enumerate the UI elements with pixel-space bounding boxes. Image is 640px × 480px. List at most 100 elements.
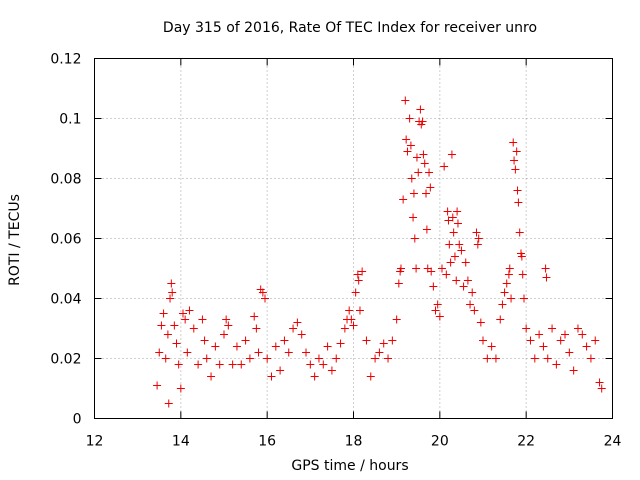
data-point [586,354,595,363]
data-point [276,366,285,375]
x-tick-label: 22 [517,434,535,450]
data-point [541,264,550,273]
data-point [327,366,336,375]
data-point [530,354,539,363]
data-point [466,300,475,309]
data-point [323,342,332,351]
axis-ticks [94,58,613,419]
data-point [522,324,531,333]
data-point [355,306,364,315]
data-point [310,372,319,381]
data-point [448,213,457,222]
y-axis-label: ROTI / TECUs [7,194,23,286]
data-point [402,135,411,144]
data-point [453,207,462,216]
data-point [388,336,397,345]
chart-title: Day 315 of 2016, Rate Of TEC Index for r… [163,20,537,36]
data-point [245,354,254,363]
data-point [491,354,500,363]
data-point [409,213,418,222]
data-point [429,282,438,291]
data-point [573,324,582,333]
data-point [200,336,209,345]
data-point [302,348,311,357]
data-point [220,330,228,339]
data-point [565,348,574,357]
data-point [224,321,233,330]
data-point [504,270,513,279]
data-point [202,354,211,363]
data-point [447,150,456,159]
data-point [354,276,363,285]
data-point [569,366,578,375]
data-point [293,318,302,327]
data-point [422,189,431,198]
data-point [412,153,421,162]
data-point [347,315,356,324]
data-point [340,324,349,333]
data-point [476,318,485,327]
data-point [164,399,173,408]
data-point [597,384,606,393]
x-tick-label: 12 [86,434,104,450]
data-point [410,234,419,243]
data-point [261,294,270,303]
data-point [425,168,434,177]
data-point [401,96,410,105]
data-point [284,348,293,357]
data-point [515,228,524,237]
data-point [263,354,272,363]
data-point [207,372,216,381]
data-point [289,324,298,333]
data-point [496,315,505,324]
data-point [392,315,401,324]
data-point [512,147,521,156]
data-point [509,138,518,147]
data-point [407,174,416,183]
data-point [232,342,241,351]
data-point [543,354,552,363]
data-point [396,264,405,273]
data-point [474,234,483,243]
grid-layer [94,58,613,419]
data-point [394,279,403,288]
data-point [556,336,565,345]
data-point [211,342,220,351]
data-point [353,270,362,279]
data-point [412,264,421,273]
data-point [280,336,289,345]
data-point [539,342,548,351]
data-point [463,276,472,285]
data-point [379,339,388,348]
data-point [427,267,436,276]
data-point [561,330,570,339]
data-point [445,240,454,249]
data-point [362,336,371,345]
x-tick-label: 24 [604,434,622,450]
data-point [431,306,440,315]
data-point [215,360,224,369]
data-point [498,300,507,309]
data-point [440,162,449,171]
data-point [409,189,418,198]
data-point [222,315,231,324]
data-point [155,348,164,357]
data-point [520,294,529,303]
data-point [426,183,435,192]
y-tick-label: 0.08 [50,172,81,188]
data-point [419,150,428,159]
data-point [252,324,261,333]
y-tick-label: 0.1 [59,112,81,128]
y-tick-label: 0 [73,412,82,428]
data-point [487,342,496,351]
data-point [168,288,177,297]
data-point [198,315,207,324]
data-point [518,270,527,279]
y-tick-label: 0.04 [50,292,81,308]
x-tick-label: 16 [258,434,276,450]
data-point [510,156,519,165]
data-point [442,270,451,279]
data-point [254,348,263,357]
data-point [535,330,544,339]
